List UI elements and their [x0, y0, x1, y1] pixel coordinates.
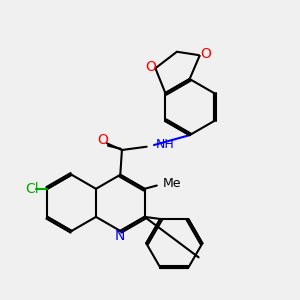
- Text: O: O: [200, 47, 211, 61]
- Text: O: O: [145, 60, 156, 74]
- Text: Cl: Cl: [26, 182, 39, 196]
- Text: NH: NH: [156, 138, 175, 151]
- Text: N: N: [115, 229, 125, 243]
- Text: Me: Me: [163, 177, 181, 190]
- Text: O: O: [98, 133, 109, 147]
